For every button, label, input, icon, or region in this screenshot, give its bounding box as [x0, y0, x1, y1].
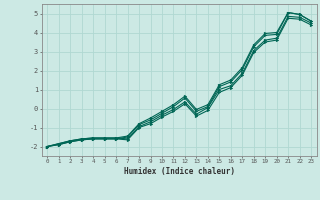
X-axis label: Humidex (Indice chaleur): Humidex (Indice chaleur) [124, 167, 235, 176]
